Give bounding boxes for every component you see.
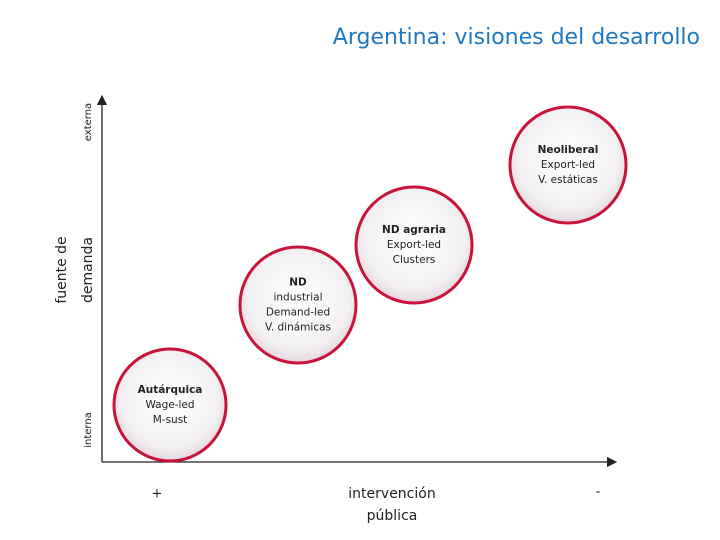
node-label: Export-led [387, 239, 441, 251]
node-label: Export-led [541, 159, 595, 171]
node-circle [238, 245, 358, 365]
x-axis-label: pública [367, 508, 418, 524]
title: Argentina: visiones del desarrollo [333, 25, 700, 50]
node-label: Demand-led [266, 307, 330, 319]
x-left-label: + [152, 487, 163, 502]
node-label: Wage-led [145, 399, 194, 411]
node-label: Clusters [393, 254, 436, 266]
node-label: ND [289, 277, 307, 289]
node-label: V. dinámicas [265, 322, 331, 334]
node-label: Neoliberal [538, 144, 599, 156]
x-right-label: - [596, 485, 601, 500]
node-label: M-sust [153, 414, 188, 426]
node-label: Autárquica [138, 384, 203, 396]
x-axis-label: intervención [348, 486, 435, 502]
y-axis-label: fuente de [54, 236, 70, 303]
nodes: Neoliberal Export-led V. estáticas ND agrar… [112, 105, 628, 463]
node-label: ND agraria [382, 224, 446, 236]
node-circle [112, 347, 228, 463]
node-label: industrial [273, 292, 322, 304]
y-axis-label: demanda [80, 237, 96, 303]
node-circle [354, 185, 474, 305]
node-circle [508, 105, 628, 225]
node-label: V. estáticas [538, 174, 598, 186]
y-bottom-label: interna [83, 412, 94, 448]
y-top-label: externa [83, 103, 94, 141]
